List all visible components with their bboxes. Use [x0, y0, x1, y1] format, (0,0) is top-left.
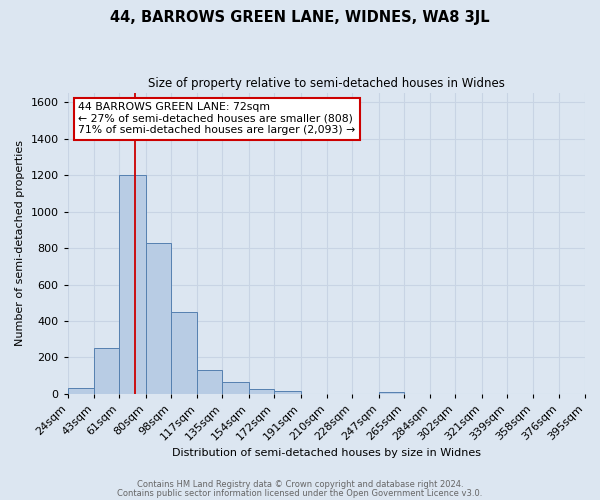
Bar	[379, 392, 404, 394]
X-axis label: Distribution of semi-detached houses by size in Widnes: Distribution of semi-detached houses by …	[172, 448, 481, 458]
Text: 44 BARROWS GREEN LANE: 72sqm
← 27% of semi-detached houses are smaller (808)
71%: 44 BARROWS GREEN LANE: 72sqm ← 27% of se…	[78, 102, 355, 136]
Bar	[171, 312, 197, 394]
Bar	[223, 382, 249, 394]
Bar	[249, 390, 274, 394]
Bar	[94, 348, 119, 394]
Bar	[68, 388, 94, 394]
Text: 44, BARROWS GREEN LANE, WIDNES, WA8 3JL: 44, BARROWS GREEN LANE, WIDNES, WA8 3JL	[110, 10, 490, 25]
Bar	[119, 175, 146, 394]
Title: Size of property relative to semi-detached houses in Widnes: Size of property relative to semi-detach…	[148, 78, 505, 90]
Y-axis label: Number of semi-detached properties: Number of semi-detached properties	[15, 140, 25, 346]
Bar	[197, 370, 223, 394]
Bar	[274, 391, 301, 394]
Bar	[146, 242, 171, 394]
Text: Contains HM Land Registry data © Crown copyright and database right 2024.: Contains HM Land Registry data © Crown c…	[137, 480, 463, 489]
Text: Contains public sector information licensed under the Open Government Licence v3: Contains public sector information licen…	[118, 488, 482, 498]
